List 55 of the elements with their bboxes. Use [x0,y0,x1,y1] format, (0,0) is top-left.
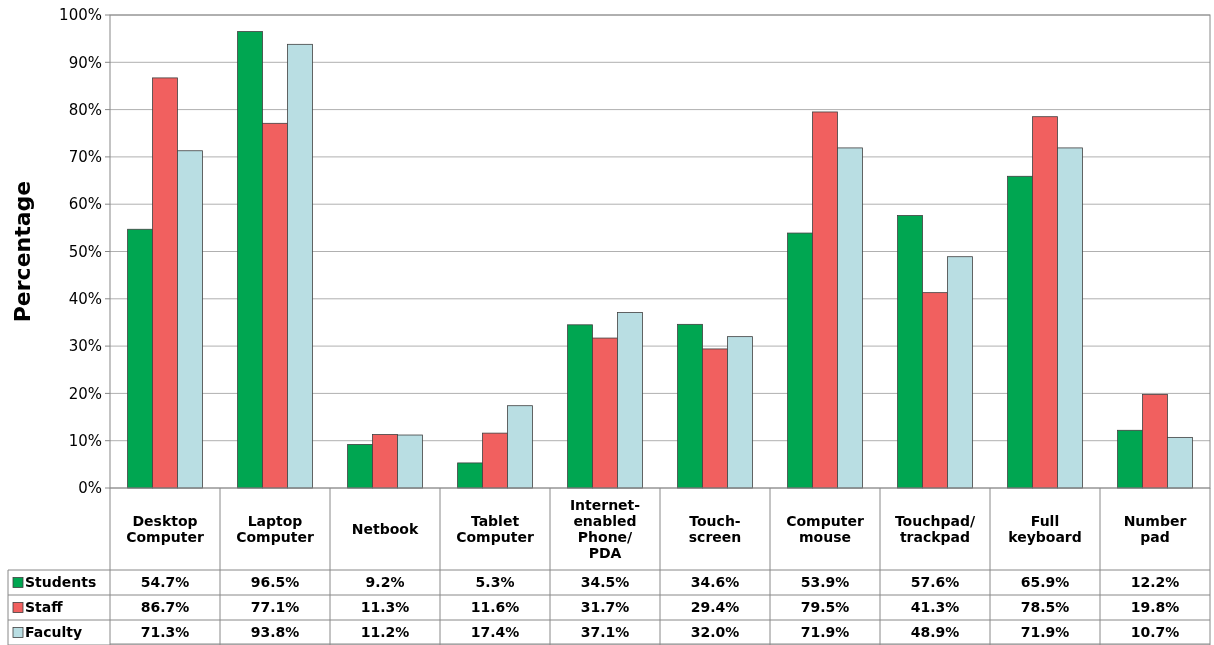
y-tick-label: 0% [78,479,102,498]
x-tick-label: Netbook [351,520,419,537]
data-label: 71.3% [140,624,190,641]
legend-label: Faculty [25,624,83,641]
data-label: 57.6% [910,574,960,591]
data-label: 29.4% [690,599,740,616]
x-tick-label: Tablet Computer [456,512,534,545]
y-tick-label: 30% [68,337,102,356]
y-tick-label: 80% [68,100,102,119]
data-label: 9.2% [365,574,405,591]
data-label: 71.9% [800,624,850,641]
legend-label: Staff [25,599,64,616]
data-label: 11.2% [360,624,410,641]
legend-label: Students [25,574,97,591]
x-tick-label: Touch- screen [688,512,742,545]
y-tick-label: 90% [68,53,102,72]
y-tick-label: 50% [68,242,102,261]
data-label: 11.3% [360,599,410,616]
x-tick-label: Number pad [1123,512,1187,545]
y-tick-label: 10% [68,431,102,450]
data-label: 48.9% [910,624,960,641]
data-label: 19.8% [1130,599,1180,616]
x-tick-label: Computer mouse [786,512,864,545]
data-label: 77.1% [250,599,300,616]
x-tick-label: Touchpad/ trackpad [894,512,976,545]
data-label: 34.6% [690,574,740,591]
y-tick-label: 60% [68,195,102,214]
x-tick-label: Full keyboard [1008,512,1082,545]
y-axis-title: Percentage [10,180,35,323]
data-label: 34.5% [580,574,630,591]
data-label: 10.7% [1130,624,1180,641]
data-label: 37.1% [580,624,630,641]
data-label: 5.3% [475,574,515,591]
data-label: 32.0% [690,624,740,641]
data-label: 96.5% [250,574,300,591]
data-label: 41.3% [910,599,960,616]
data-label: 93.8% [250,624,300,641]
data-label: 65.9% [1020,574,1070,591]
data-label: 12.2% [1130,574,1180,591]
y-tick-label: 20% [68,384,102,403]
x-tick-label: Internet- enabled Phone/ PDA [569,496,641,561]
data-label: 71.9% [1020,624,1070,641]
x-tick-label: Laptop Computer [236,512,314,545]
y-tick-label: 40% [68,290,102,309]
data-label: 11.6% [470,599,520,616]
data-label: 53.9% [800,574,850,591]
y-tick-label: 100% [59,6,102,25]
data-label: 17.4% [470,624,520,641]
data-label: 54.7% [140,574,190,591]
data-label: 86.7% [140,599,190,616]
x-tick-label: Desktop Computer [126,512,204,545]
data-label: 31.7% [580,599,630,616]
data-label: 78.5% [1020,599,1070,616]
data-label: 79.5% [800,599,850,616]
y-tick-label: 70% [68,148,102,167]
